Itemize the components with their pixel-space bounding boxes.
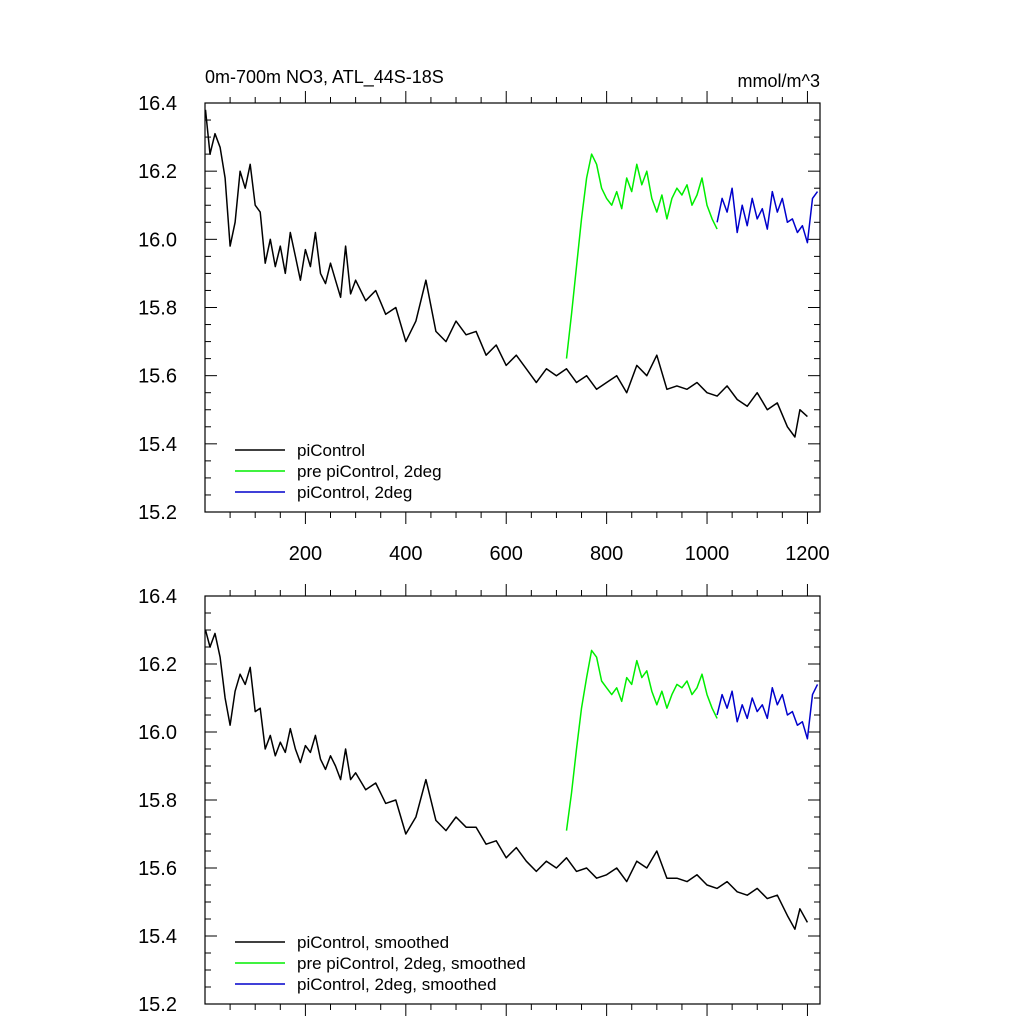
- chart-title: 0m-700m NO3, ATL_44S-18S: [205, 67, 444, 88]
- y-tick-label: 15.2: [138, 502, 177, 524]
- y-tick-label: 15.4: [138, 926, 177, 948]
- y-tick-label: 15.6: [138, 858, 177, 880]
- series-line-1: [565, 649, 718, 831]
- y-tick-label: 16.2: [138, 161, 177, 183]
- legend-label: pre piControl, 2deg, smoothed: [297, 954, 526, 973]
- y-tick-label: 15.4: [138, 434, 177, 456]
- series-line-0: [204, 629, 809, 930]
- series-line-0: [204, 109, 808, 438]
- y-tick-label: 16.4: [138, 93, 177, 115]
- legend-label: pre piControl, 2deg: [297, 462, 442, 481]
- y-tick-label: 15.8: [138, 790, 177, 812]
- y-tick-label: 15.6: [138, 366, 177, 388]
- x-tick-label: 400: [389, 543, 422, 565]
- x-tick-label: 200: [289, 543, 322, 565]
- x-tick-label: 600: [490, 543, 523, 565]
- bottom-panel: 15.2 15.4 15.6 15.8 16.0 16.2 16.4 piControl, s…: [138, 584, 821, 1016]
- y-tick-label: 16.0: [138, 722, 177, 744]
- series-line-2: [716, 187, 819, 244]
- x-tick-label: 1200: [785, 543, 830, 565]
- y-tick-label: 15.2: [138, 994, 177, 1016]
- legend-label: piControl, 2deg, smoothed: [297, 975, 496, 994]
- chart-units: mmol/m^3: [738, 71, 820, 91]
- x-tick-label: 1000: [685, 543, 730, 565]
- legend-label: piControl: [297, 441, 365, 460]
- top-panel: 200 400 600 800 1000 1200 15.2 15.4 15.6 15.8 16.0…: [138, 67, 830, 565]
- x-tick-label: 800: [590, 543, 623, 565]
- y-tick-label: 16.4: [138, 586, 177, 608]
- legend-label: piControl, smoothed: [297, 933, 449, 952]
- y-tick-label: 15.8: [138, 298, 177, 320]
- series-line-2: [716, 684, 819, 740]
- legend-label: piControl, 2deg: [297, 483, 412, 502]
- y-tick-label: 16.2: [138, 654, 177, 676]
- series-line-1: [565, 153, 718, 359]
- y-tick-label: 16.0: [138, 229, 177, 251]
